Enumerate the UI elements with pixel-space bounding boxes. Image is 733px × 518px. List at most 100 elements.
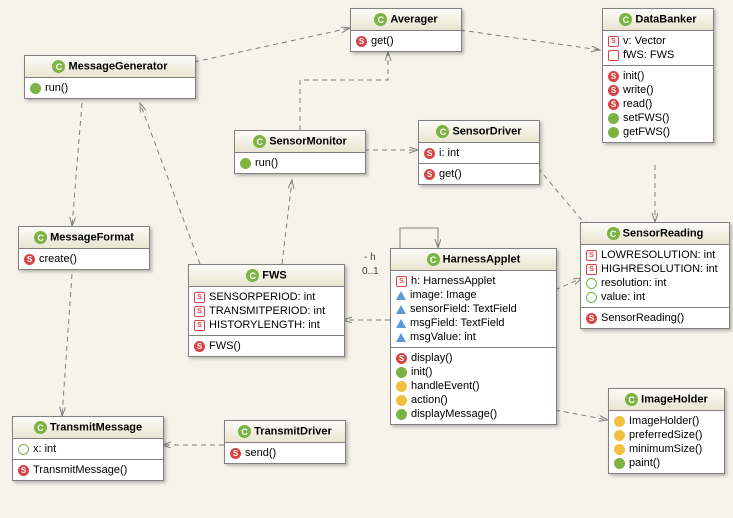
- compartment: Sget(): [419, 164, 539, 184]
- member-label: sensorField: TextField: [410, 303, 517, 315]
- compartment: Sv: VectorfWS: FWS: [603, 31, 713, 66]
- member-row: Sh: HarnessApplet: [396, 274, 551, 288]
- dependency-arrow: [555, 410, 608, 420]
- member-row: fWS: FWS: [608, 48, 708, 62]
- edge-label: - h: [364, 252, 376, 263]
- class-icon: C: [625, 393, 638, 406]
- class-icon: C: [619, 13, 632, 26]
- class-title: Averager: [390, 14, 437, 26]
- class-title: FWS: [262, 270, 286, 282]
- member-row: paint(): [614, 456, 719, 470]
- member-label: FWS(): [209, 340, 241, 352]
- member-row: msgValue: int: [396, 330, 551, 344]
- compartment: ImageHolder()preferredSize()minimumSize(…: [609, 411, 724, 473]
- class-databanker: CDataBankerSv: VectorfWS: FWSSinit()Swri…: [602, 8, 714, 143]
- member-row: resolution: int: [586, 276, 724, 290]
- member-label: TransmitMessage(): [33, 464, 127, 476]
- class-icon: C: [436, 125, 449, 138]
- class-icon: C: [253, 135, 266, 148]
- member-label: run(): [255, 157, 278, 169]
- class-title: SensorReading: [623, 228, 704, 240]
- member-label: i: int: [439, 147, 459, 159]
- class-averager: CAveragerSget(): [350, 8, 462, 52]
- class-icon: C: [427, 253, 440, 266]
- member-row: run(): [240, 156, 360, 170]
- compartment: Si: int: [419, 143, 539, 164]
- member-label: run(): [45, 82, 68, 94]
- member-row: init(): [396, 365, 551, 379]
- class-harnessapplet: CHarnessAppletSh: HarnessAppletimage: Im…: [390, 248, 557, 425]
- member-label: msgValue: int: [410, 331, 476, 343]
- class-icon: C: [52, 60, 65, 73]
- class-title: MessageFormat: [50, 232, 134, 244]
- class-transmitdriver: CTransmitDriverSsend(): [224, 420, 346, 464]
- member-row: setFWS(): [608, 111, 708, 125]
- class-imageholder: CImageHolderImageHolder()preferredSize()…: [608, 388, 725, 474]
- member-row: handleEvent(): [396, 379, 551, 393]
- member-row: Swrite(): [608, 83, 708, 97]
- member-row: x: int: [18, 442, 158, 456]
- member-label: create(): [39, 253, 77, 265]
- member-label: minimumSize(): [629, 443, 702, 455]
- class-icon: C: [607, 227, 620, 240]
- dependency-arrow: [555, 278, 582, 290]
- member-label: display(): [411, 352, 453, 364]
- class-icon: C: [238, 425, 251, 438]
- member-label: image: Image: [410, 289, 477, 301]
- member-row: Sread(): [608, 97, 708, 111]
- member-row: STRANSMITPERIOD: int: [194, 304, 339, 318]
- member-row: Si: int: [424, 146, 534, 160]
- dependency-arrow: [194, 28, 350, 62]
- compartment: x: int: [13, 439, 163, 460]
- member-label: send(): [245, 447, 276, 459]
- member-row: SHISTORYLENGTH: int: [194, 318, 339, 332]
- compartment: SFWS(): [189, 336, 344, 356]
- member-label: getFWS(): [623, 126, 670, 138]
- dependency-arrow: [538, 168, 590, 230]
- class-title: TransmitMessage: [50, 422, 142, 434]
- member-row: Sget(): [356, 34, 456, 48]
- member-label: HIGHRESOLUTION: int: [601, 263, 718, 275]
- member-row: Sinit(): [608, 69, 708, 83]
- member-row: image: Image: [396, 288, 551, 302]
- member-label: init(): [411, 366, 432, 378]
- member-label: init(): [623, 70, 644, 82]
- dependency-arrow: [300, 52, 388, 130]
- member-label: value: int: [601, 291, 645, 303]
- member-label: preferredSize(): [629, 429, 702, 441]
- member-row: preferredSize(): [614, 428, 719, 442]
- member-row: sensorField: TextField: [396, 302, 551, 316]
- class-transmitmessage: CTransmitMessage x: int STransmitMessage(): [12, 416, 164, 481]
- class-sensordriver: CSensorDriverSi: intSget(): [418, 120, 540, 185]
- member-label: h: HarnessApplet: [411, 275, 495, 287]
- dependency-arrow: [72, 103, 82, 226]
- compartment: STransmitMessage(): [13, 460, 163, 480]
- class-sensorreading: CSensorReadingSLOWRESOLUTION: intSHIGHRE…: [580, 222, 730, 329]
- member-label: v: Vector: [623, 35, 666, 47]
- class-messagegenerator: CMessageGeneratorrun(): [24, 55, 196, 99]
- class-title: SensorMonitor: [269, 136, 347, 148]
- compartment: run(): [235, 153, 365, 173]
- compartment: Sinit()Swrite()Sread()setFWS() getFWS(): [603, 66, 713, 142]
- member-label: SensorReading(): [601, 312, 684, 324]
- member-label: SENSORPERIOD: int: [209, 291, 315, 303]
- class-icon: C: [246, 269, 259, 282]
- member-row: STransmitMessage(): [18, 463, 158, 477]
- compartment: run(): [25, 78, 195, 98]
- member-label: setFWS(): [623, 112, 669, 124]
- class-fws: CFWS SSENSORPERIOD: intSTRANSMITPERIOD: i…: [188, 264, 345, 357]
- member-label: get(): [371, 35, 394, 47]
- dependency-arrow: [62, 274, 72, 416]
- member-row: SLOWRESOLUTION: int: [586, 248, 724, 262]
- member-label: LOWRESOLUTION: int: [601, 249, 715, 261]
- member-row: value: int: [586, 290, 724, 304]
- class-messageformat: CMessageFormatScreate(): [18, 226, 150, 270]
- member-row: SSENSORPERIOD: int: [194, 290, 339, 304]
- member-row: action(): [396, 393, 551, 407]
- member-row: getFWS(): [608, 125, 708, 139]
- member-label: msgField: TextField: [410, 317, 505, 329]
- class-icon: C: [34, 421, 47, 434]
- member-row: displayMessage(): [396, 407, 551, 421]
- class-title: DataBanker: [635, 14, 696, 26]
- compartment: Sget(): [351, 31, 461, 51]
